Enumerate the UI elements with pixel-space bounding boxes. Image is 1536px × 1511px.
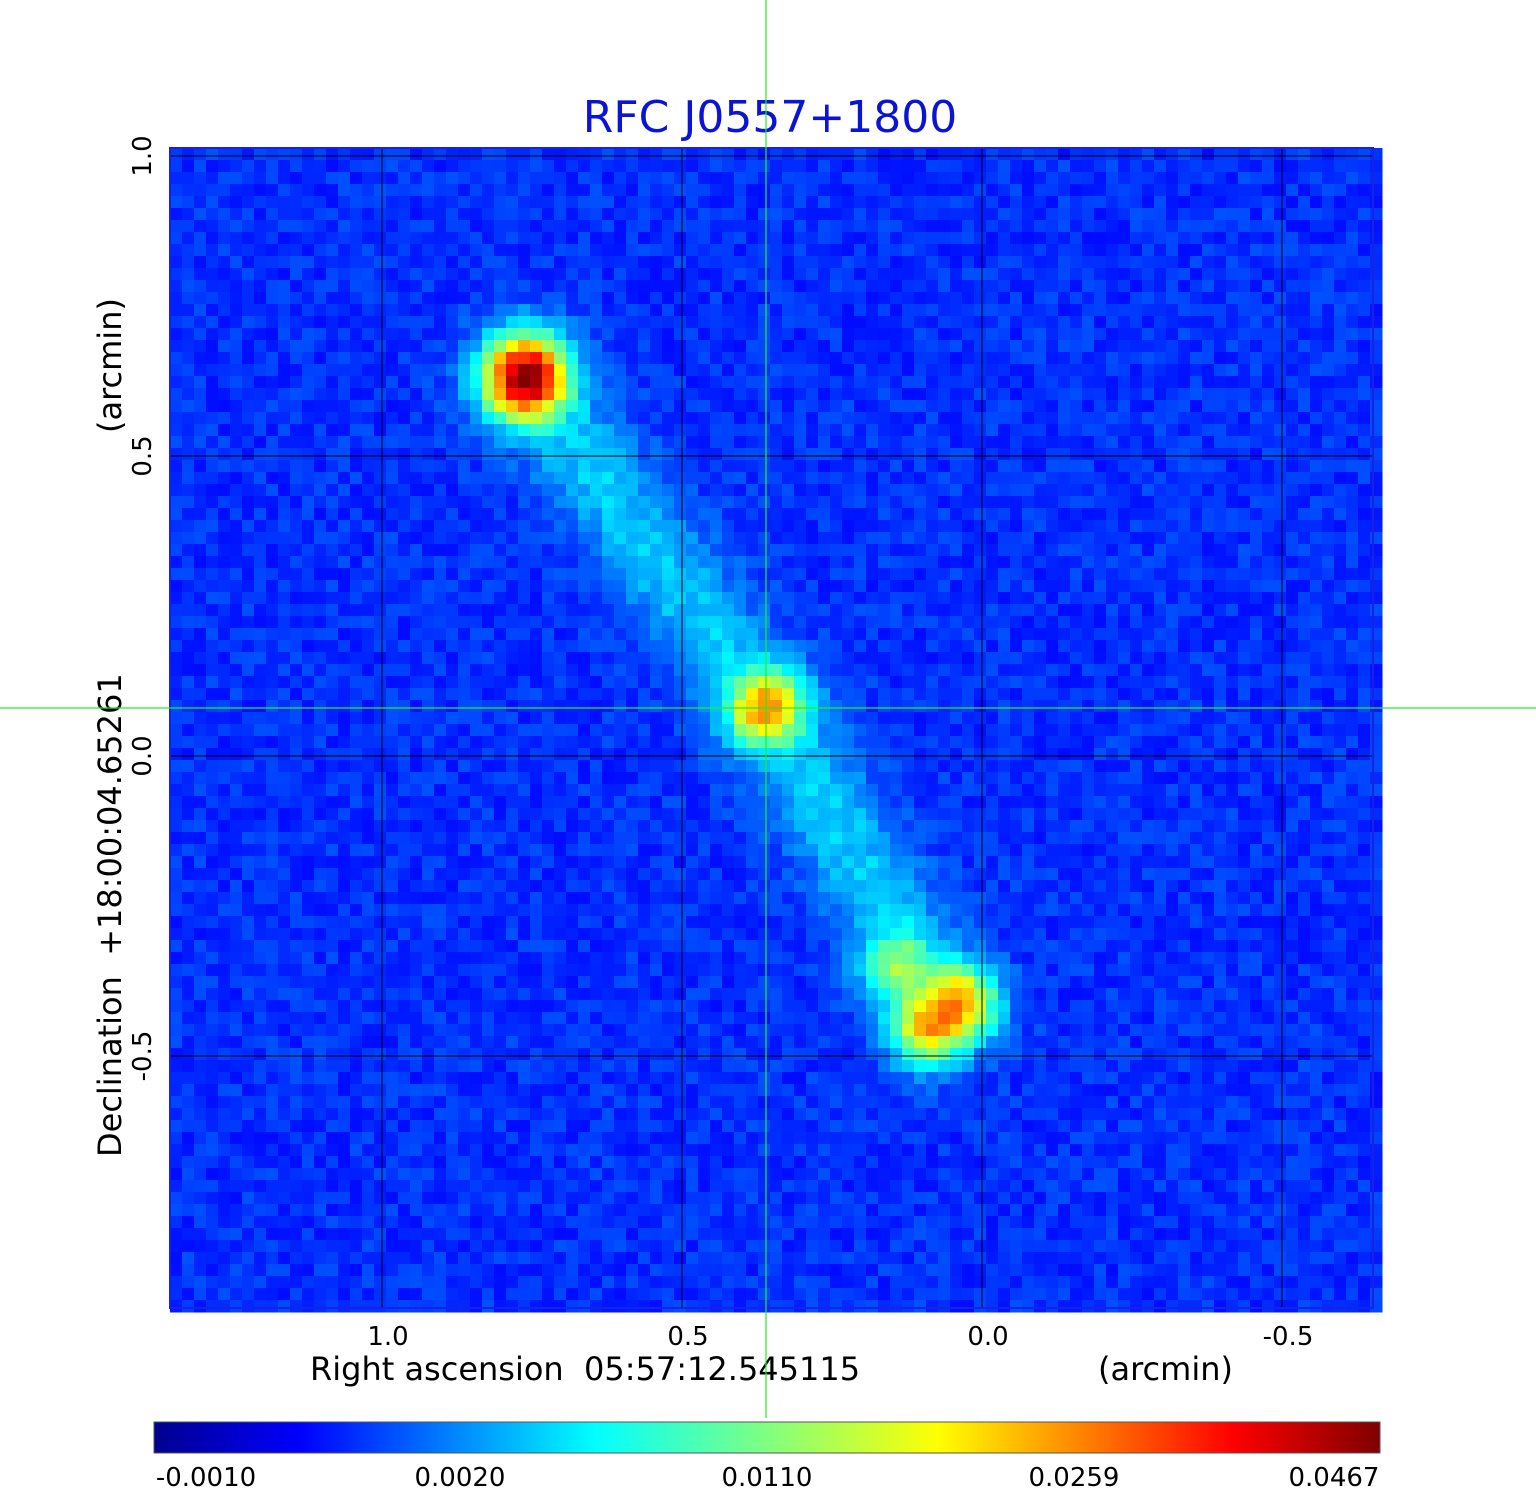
colorbar-tick-label-1: 0.0020 — [415, 1463, 506, 1493]
y-axis-unit: (arcmin) — [91, 298, 129, 433]
y-axis-label: Declination +18:00:04.65261 — [91, 673, 129, 1157]
y-tick-label-0: 1.0 — [128, 135, 158, 176]
x-tick-labels: 1.0 0.5 0.0 -0.5 — [367, 1322, 1313, 1352]
y-tick-label-2: 0.0 — [128, 735, 158, 776]
y-tick-label-1: 0.5 — [128, 435, 158, 476]
x-tick-label-1: 0.5 — [667, 1322, 708, 1352]
y-tick-label-3: -0.5 — [128, 1031, 158, 1082]
colorbar-tick-label-0: -0.0010 — [156, 1463, 256, 1493]
x-axis-label: Right ascension 05:57:12.545115 — [310, 1350, 860, 1388]
coordinate-grid — [170, 148, 1373, 1308]
x-tick-label-0: 1.0 — [367, 1322, 408, 1352]
plot-frame — [169, 147, 1374, 1309]
crosshair — [0, 0, 1536, 1418]
x-tick-label-2: 0.0 — [967, 1322, 1008, 1352]
colorbar-tick-labels: -0.0010 0.0020 0.0110 0.0259 0.0467 — [156, 1463, 1380, 1493]
colorbar-tick-label-2: 0.0110 — [722, 1463, 813, 1493]
chart-title: RFC J0557+1800 — [583, 92, 957, 143]
flux-image — [170, 148, 1383, 1313]
x-axis-unit: (arcmin) — [1098, 1350, 1233, 1388]
colorbar — [153, 1421, 1381, 1454]
x-tick-label-3: -0.5 — [1263, 1322, 1314, 1352]
y-tick-labels: 1.0 0.5 0.0 -0.5 — [128, 135, 158, 1081]
colorbar-tick-label-4: 0.0467 — [1289, 1463, 1380, 1493]
colorbar-tick-label-3: 0.0259 — [1029, 1463, 1120, 1493]
